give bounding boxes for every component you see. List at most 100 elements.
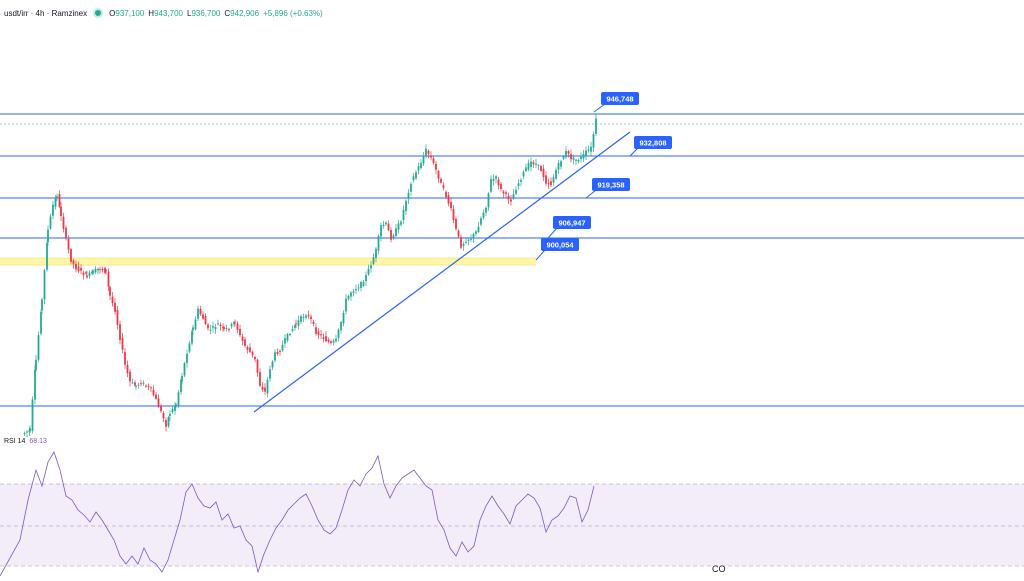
candle-down: [65, 227, 67, 239]
candle-up: [175, 404, 177, 406]
candle-down: [445, 191, 447, 198]
candle-up: [217, 323, 219, 325]
high-label: H: [148, 8, 155, 18]
candle-up: [131, 382, 134, 384]
level-label-leader: [593, 103, 606, 113]
candle-up: [305, 315, 307, 318]
candle-up: [525, 167, 527, 172]
candle-up: [289, 333, 291, 336]
candle-up: [302, 317, 305, 319]
level-label-leader: [535, 249, 546, 261]
level-label: 932,808: [639, 139, 666, 148]
rsi-header[interactable]: RSI 14 68.13: [4, 438, 47, 445]
candle-up: [332, 340, 335, 343]
candle-down: [259, 372, 261, 386]
level-label-leader: [547, 227, 558, 239]
chart-header: usdt/irr · 4h · Ramzinex O 937,100 H 943…: [4, 6, 327, 20]
candle-down: [223, 327, 225, 329]
candle-down: [427, 150, 430, 155]
candle-up: [297, 320, 300, 326]
candle-up: [186, 353, 188, 364]
change-value: +5,896 (+0.63%): [263, 8, 323, 18]
candle-up: [492, 178, 495, 181]
candle-up: [174, 405, 176, 411]
rsi-band: [0, 484, 1024, 566]
candle-up: [350, 292, 352, 297]
candle-down: [124, 352, 126, 365]
candle-up: [467, 239, 470, 241]
candle-up: [552, 177, 555, 183]
candle-up: [370, 265, 372, 269]
candle-down: [239, 328, 241, 336]
candle-up: [415, 172, 417, 179]
candle-up: [367, 268, 370, 275]
candle-up: [269, 369, 271, 379]
candle-down: [505, 192, 507, 195]
candle-up: [31, 399, 34, 431]
candle-up: [417, 166, 420, 171]
candle-up: [410, 183, 412, 192]
candle-down: [236, 323, 239, 330]
candle-down: [447, 195, 450, 204]
candle-down: [162, 412, 165, 419]
candle-down: [457, 230, 460, 237]
candle-up: [171, 408, 174, 413]
candle-up: [94, 268, 97, 273]
candle-down: [435, 163, 437, 170]
candle-up: [405, 200, 407, 212]
candle-up: [169, 413, 171, 417]
candle-up: [395, 228, 397, 236]
open-label: O: [109, 8, 116, 18]
candle-down: [315, 327, 317, 334]
candle-up: [397, 223, 400, 230]
candle-up: [517, 183, 520, 187]
open-value: 937,100: [115, 8, 145, 18]
candle-up: [537, 165, 540, 167]
candle-down: [67, 238, 70, 250]
candle-up: [181, 375, 183, 382]
candle-up: [142, 382, 145, 384]
tradingview-logo-icon[interactable]: CO: [712, 564, 726, 574]
candle-up: [580, 157, 582, 160]
candle-down: [241, 336, 244, 341]
candle-down: [432, 158, 435, 164]
candle-down: [219, 324, 222, 326]
candle-up: [482, 212, 485, 218]
candle-up: [88, 272, 91, 276]
candle-down: [126, 365, 129, 374]
candle-down: [244, 339, 246, 346]
candle-down: [157, 398, 160, 407]
candle-down: [147, 385, 150, 388]
candle-up: [49, 216, 52, 229]
candle-up: [29, 428, 31, 431]
candle-down: [251, 351, 254, 356]
candle-up: [555, 169, 557, 179]
candle-up: [214, 327, 217, 330]
level-label-box: [634, 136, 672, 149]
candle-up: [34, 369, 36, 400]
candle-up: [375, 248, 377, 258]
candle-up: [92, 270, 94, 274]
candle-up: [565, 150, 567, 158]
candle-down: [62, 216, 65, 229]
candle-down: [322, 337, 325, 339]
candle-up: [266, 379, 269, 394]
candle-down: [510, 199, 512, 202]
candle-up: [212, 326, 214, 328]
candle-down: [80, 268, 82, 271]
candle-down: [317, 331, 320, 335]
rsi-line: [0, 451, 595, 577]
candle-down: [295, 323, 297, 325]
candle-up: [380, 225, 382, 237]
candle-down: [507, 195, 510, 200]
candle-up: [520, 179, 522, 182]
candle-up: [425, 148, 427, 157]
symbol-title[interactable]: usdt/irr · 4h · Ramzinex: [4, 8, 88, 18]
candle-up: [97, 268, 99, 271]
candle-up: [365, 275, 367, 282]
candle-up: [37, 335, 40, 360]
candle-down: [500, 183, 502, 189]
candle-down: [460, 237, 462, 248]
